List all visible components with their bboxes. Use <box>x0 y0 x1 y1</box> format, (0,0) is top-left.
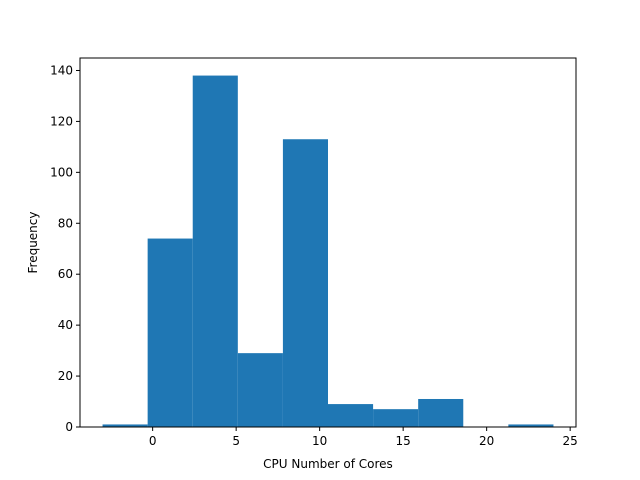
plot-area-frame <box>79 57 577 428</box>
y-axis-label: Frequency <box>26 212 40 274</box>
histogram-bar <box>237 353 283 427</box>
histogram-bar <box>192 75 238 427</box>
y-tick-label: 80 <box>58 216 73 230</box>
bars-group <box>102 75 554 428</box>
y-tick-label: 100 <box>50 165 73 179</box>
x-tick-label: 20 <box>479 434 494 448</box>
x-tick-label: 25 <box>563 434 578 448</box>
y-axis-ticks: 0 20 40 60 80 100 120 140 <box>50 63 80 434</box>
histogram-bar <box>508 424 554 427</box>
histogram-bar <box>328 404 374 427</box>
y-tick-label: 120 <box>50 114 73 128</box>
y-tick-label: 40 <box>58 318 73 332</box>
x-axis-ticks: 0 5 10 15 20 25 <box>149 427 578 448</box>
histogram-bar <box>282 139 328 428</box>
y-tick-label: 0 <box>65 420 73 434</box>
x-tick-label: 5 <box>232 434 240 448</box>
histogram-bar <box>418 398 464 427</box>
x-axis-label: CPU Number of Cores <box>263 457 393 471</box>
histogram-bar <box>373 409 419 427</box>
histogram-bar <box>147 238 193 427</box>
histogram-bar <box>102 424 148 427</box>
y-tick-label: 140 <box>50 63 73 77</box>
y-tick-label: 20 <box>58 369 73 383</box>
y-tick-label: 60 <box>58 267 73 281</box>
x-tick-label: 15 <box>396 434 411 448</box>
x-tick-label: 0 <box>149 434 157 448</box>
x-tick-label: 10 <box>312 434 327 448</box>
